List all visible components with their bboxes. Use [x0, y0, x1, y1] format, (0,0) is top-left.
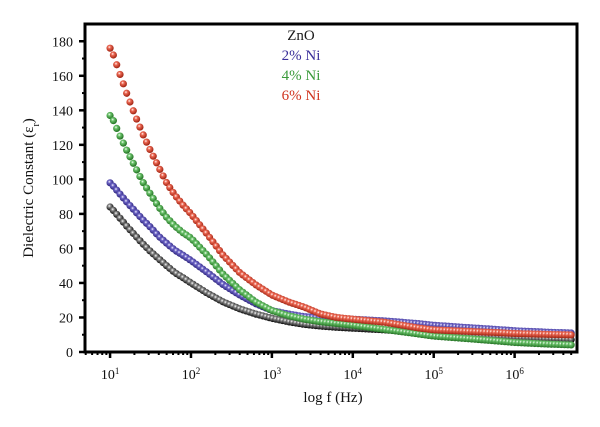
x-axis-title: log f (Hz) — [303, 390, 362, 406]
y-tick-label: 60 — [59, 242, 73, 257]
series-6-ni — [106, 44, 575, 339]
data-point — [152, 159, 161, 167]
x-tick-label: 101 — [101, 366, 120, 383]
data-point — [129, 159, 137, 167]
data-point — [142, 184, 151, 192]
data-point — [113, 124, 121, 133]
data-point — [156, 165, 164, 173]
legend-entry-zno: ZnO — [287, 28, 315, 44]
x-tick-label: 104 — [344, 366, 363, 383]
data-point — [149, 152, 157, 160]
data-point — [159, 172, 167, 180]
data-point — [146, 189, 154, 197]
x-tick-label: 106 — [505, 366, 524, 383]
x-tick-label: 103 — [263, 366, 282, 383]
data-point — [109, 117, 117, 125]
data-point — [133, 166, 141, 174]
series-4-ni — [106, 111, 575, 349]
y-tick-label: 40 — [59, 277, 73, 292]
data-point — [106, 111, 114, 120]
data-point — [567, 331, 575, 339]
data-point — [149, 194, 157, 202]
data-point — [139, 179, 147, 187]
data-point — [119, 139, 127, 147]
y-tick-label: 140 — [52, 104, 73, 119]
y-tick-label: 0 — [66, 346, 73, 361]
data-point — [113, 61, 121, 69]
series-layer — [106, 44, 575, 349]
y-tick-label: 80 — [59, 208, 73, 223]
y-tick-label: 100 — [52, 173, 73, 188]
legend: ZnO 2% Ni 4% Ni 6% Ni — [282, 28, 321, 104]
data-point — [136, 172, 144, 181]
data-point — [142, 138, 151, 146]
data-point — [126, 153, 134, 161]
legend-entry-2pct-ni: 2% Ni — [282, 48, 321, 64]
x-tick-label: 105 — [424, 366, 443, 383]
data-point — [136, 123, 144, 131]
data-point — [567, 341, 575, 349]
legend-entry-4pct-ni: 4% Ni — [282, 68, 321, 84]
data-point — [119, 80, 127, 88]
y-tick-label: 180 — [52, 35, 73, 50]
y-tick-label: 120 — [52, 139, 73, 154]
data-point — [133, 115, 141, 123]
data-point — [109, 51, 117, 59]
axis-ticks: 0 20 40 60 80 100 120 140 160 180 101 102 103 104 105 1… — [52, 35, 573, 383]
plot-frame — [83, 22, 579, 354]
data-point — [126, 98, 134, 106]
legend-entry-6pct-ni: 6% Ni — [282, 88, 321, 104]
data-point — [129, 107, 137, 115]
data-point — [116, 70, 124, 79]
y-tick-label: 160 — [52, 70, 73, 85]
data-point — [123, 89, 131, 97]
data-point — [116, 132, 124, 140]
y-axis-title: Dielectric Constant (εr) — [21, 118, 42, 258]
data-point — [123, 146, 131, 154]
data-point — [106, 44, 114, 52]
x-tick-label: 102 — [182, 366, 201, 383]
data-point — [146, 145, 154, 154]
y-axis-title-subscript: r — [31, 123, 42, 127]
data-point — [139, 131, 147, 139]
y-tick-label: 20 — [59, 311, 73, 326]
